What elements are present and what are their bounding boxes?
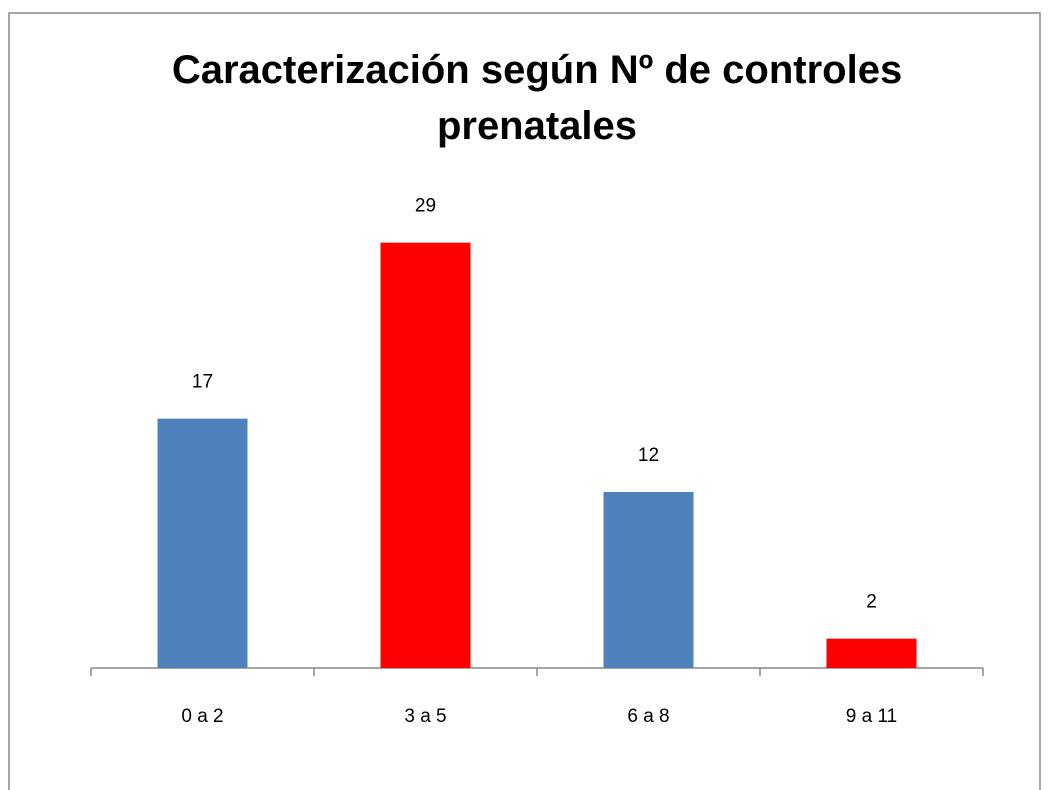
bar (157, 418, 248, 668)
x-tick-label: 3 a 5 (404, 706, 446, 727)
x-tick-label: 0 a 2 (181, 706, 223, 727)
data-label: 29 (415, 196, 436, 217)
bar (380, 242, 471, 668)
data-label: 2 (866, 592, 877, 613)
data-label: 12 (638, 445, 659, 466)
bar (826, 638, 917, 668)
x-tick-label: 6 a 8 (627, 706, 669, 727)
chart-title: Caracterización según Nº de controles pr… (171, 48, 903, 148)
data-label: 17 (192, 372, 213, 393)
x-tick-label: 9 a 11 (846, 706, 897, 727)
bar (603, 492, 694, 668)
